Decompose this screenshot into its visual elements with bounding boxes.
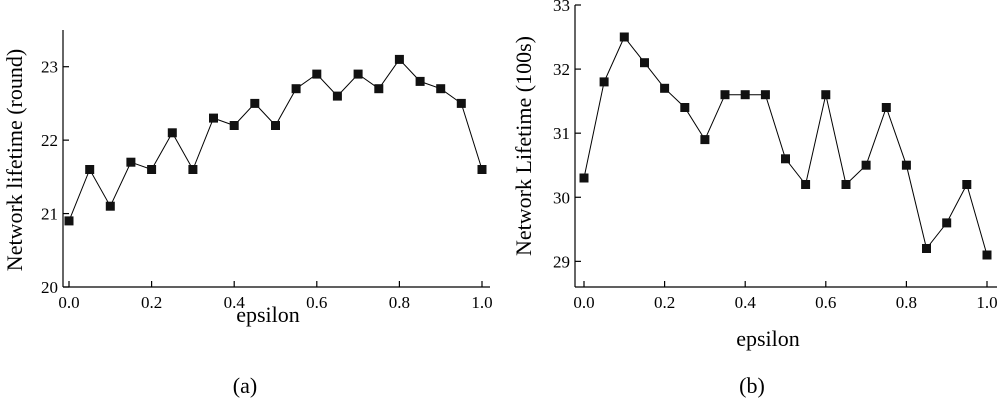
data-point [374,84,384,94]
y-tick-label: 22 [41,131,58,150]
y-axis-title: Network Lifetime (100s) [511,36,536,256]
series-line [583,36,988,256]
x-tick-label: 1.0 [471,293,492,312]
x-tick-label: 0.4 [224,293,246,312]
x-tick-label: 0.2 [141,293,162,312]
data-point [801,180,811,189]
data-point [477,165,487,174]
data-point [901,160,911,170]
y-tick-label: 23 [41,58,58,77]
series-markers [64,54,487,226]
x-ticks: 0.0 0.2 0.4 0.6 0.8 1.0 [573,281,998,312]
data-point [126,157,136,167]
data-point [436,84,446,94]
panel-caption: (b) [739,373,765,398]
x-tick-label: 1.0 [976,293,997,312]
x-ticks: 0.0 0.2 0.4 0.6 0.8 1.0 [58,281,493,312]
data-point [188,165,198,174]
data-point [85,165,95,174]
data-point [579,173,589,183]
data-point [105,201,115,211]
data-point [700,135,710,145]
data-point [982,250,992,260]
x-tick-label: 0.6 [306,293,327,312]
y-tick-label: 29 [553,252,570,271]
x-axis-title: epsilon [236,302,300,327]
data-point [740,90,750,100]
x-axis-title: epsilon [736,326,800,351]
data-point [332,91,342,101]
data-point [64,216,74,226]
data-point [456,98,466,108]
data-point [394,54,404,64]
data-point [962,180,972,189]
data-point [640,58,649,68]
data-point [841,180,851,189]
data-point [619,32,629,42]
data-point [821,90,831,100]
chart-panel-a: 0.0 0.2 0.4 0.6 0.8 1.0 20 21 22 23 epsilon Netw… [2,30,493,398]
y-ticks: 29 30 31 32 33 [553,0,581,271]
x-tick-label: 0.8 [896,293,917,312]
data-point [922,244,931,253]
data-point [942,218,952,228]
data-point [209,113,218,123]
y-ticks: 20 21 22 23 [41,58,69,297]
series-markers [579,32,992,260]
data-point [147,165,157,174]
data-point [720,90,730,100]
x-tick-label: 0.0 [58,293,79,312]
x-tick-label: 0.2 [654,293,675,312]
y-tick-label: 31 [553,124,570,143]
data-point [781,154,790,164]
data-point [353,69,363,79]
data-point [760,90,770,100]
data-point [415,76,425,86]
y-tick-label: 33 [553,0,570,15]
y-tick-label: 21 [41,205,58,224]
data-point [680,103,690,112]
data-point [861,160,871,170]
data-point [881,103,891,112]
x-tick-label: 0.0 [573,293,594,312]
panel-caption: (a) [233,373,257,398]
x-tick-label: 0.6 [815,293,836,312]
data-point [599,77,609,87]
data-point [167,128,177,138]
data-point [291,84,301,94]
data-point [271,121,280,130]
x-tick-label: 0.8 [389,293,410,312]
data-point [660,83,670,93]
y-tick-label: 20 [41,278,58,297]
chart-panel-b: 0.0 0.2 0.4 0.6 0.8 1.0 29 30 31 32 33 epsilon Ne… [511,0,998,398]
x-tick-label: 0.4 [735,293,757,312]
y-tick-label: 32 [553,60,570,79]
data-point [229,121,239,130]
data-point [250,98,260,108]
data-point [312,69,322,79]
y-tick-label: 30 [553,188,570,207]
y-axis-title: Network lifetime (round) [2,49,27,271]
